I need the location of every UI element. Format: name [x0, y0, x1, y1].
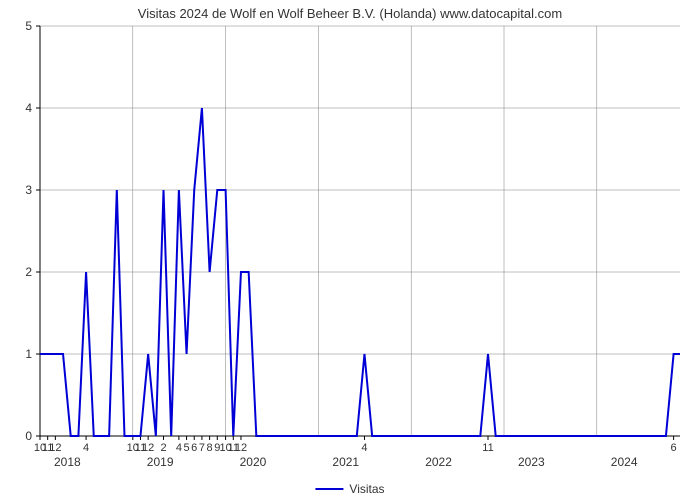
y-tick-label: 2 — [25, 265, 32, 279]
x-month-label: 4 — [83, 442, 89, 454]
chart-svg: 0123451011124101112245678910111241162018… — [40, 26, 680, 486]
x-month-label: 12 — [142, 442, 154, 454]
x-month-label: 6 — [191, 442, 197, 454]
y-tick-label: 1 — [25, 347, 32, 361]
x-month-label: 12 — [49, 442, 61, 454]
x-year-label: 2024 — [611, 455, 638, 469]
x-month-label: 4 — [361, 442, 367, 454]
x-month-label: 7 — [199, 442, 205, 454]
x-year-label: 2022 — [425, 455, 452, 469]
y-tick-label: 3 — [25, 183, 32, 197]
x-month-label: 4 — [176, 442, 182, 454]
legend-label: Visitas — [349, 482, 384, 496]
x-month-label: 11 — [482, 442, 493, 454]
plot-area: 0123451011124101112245678910111241162018… — [40, 26, 680, 436]
x-month-label: 5 — [183, 442, 189, 454]
x-month-label: 12 — [235, 442, 247, 454]
y-tick-label: 4 — [25, 101, 32, 115]
y-tick-label: 0 — [25, 429, 32, 443]
x-year-label: 2018 — [54, 455, 81, 469]
x-year-label: 2021 — [332, 455, 359, 469]
x-month-label: 2 — [160, 442, 166, 454]
legend-swatch — [315, 488, 343, 490]
x-month-label: 6 — [671, 442, 677, 454]
x-year-label: 2020 — [240, 455, 267, 469]
x-year-label: 2019 — [147, 455, 174, 469]
y-tick-label: 5 — [25, 19, 32, 33]
legend: Visitas — [315, 482, 384, 496]
x-year-label: 2023 — [518, 455, 545, 469]
x-month-label: 8 — [207, 442, 213, 454]
chart-title: Visitas 2024 de Wolf en Wolf Beheer B.V.… — [0, 0, 700, 21]
